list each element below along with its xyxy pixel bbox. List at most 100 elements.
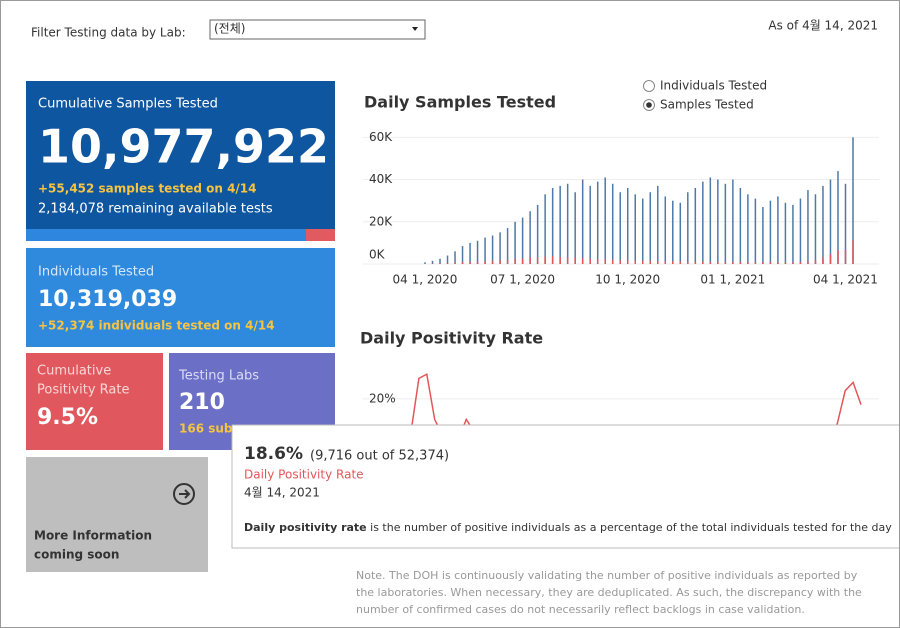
bar [424, 262, 426, 264]
bar [559, 256, 561, 264]
tooltip-detail: (9,716 out of 52,374) [310, 449, 449, 464]
bar [484, 261, 486, 264]
filter-dropdown[interactable] [209, 19, 426, 40]
y-tick-label: 40K [369, 172, 393, 186]
bar [536, 204, 539, 264]
card-value: 210 [179, 390, 225, 415]
bar [476, 261, 479, 264]
bar [566, 183, 569, 264]
bar [469, 242, 471, 264]
bar [529, 257, 531, 264]
card-title: Cumulative Samples Tested [38, 97, 218, 112]
bar [506, 228, 509, 264]
bar [589, 258, 591, 264]
x-tick-label: 04 1, 2020 [393, 273, 458, 287]
bar [844, 183, 847, 264]
bar [649, 260, 652, 264]
bar [799, 198, 802, 264]
bar [739, 188, 742, 264]
more-card[interactable] [26, 457, 208, 572]
bar [747, 194, 749, 264]
desc: is the number of positive individuals as… [367, 521, 893, 534]
bar [754, 198, 757, 264]
positivity-card [26, 353, 163, 450]
bar [709, 177, 712, 264]
tooltip [231, 424, 899, 549]
bar [792, 204, 794, 264]
bar [454, 251, 456, 264]
x-tick-label: 04 1, 2021 [813, 273, 878, 287]
bar [799, 262, 802, 264]
bar [702, 181, 704, 264]
bar [664, 261, 667, 264]
bar [784, 202, 787, 264]
radio-button[interactable] [643, 80, 655, 92]
as-of: As of 4월 14, 2021 [768, 19, 878, 33]
bar [491, 260, 494, 264]
bar [732, 262, 734, 264]
bar [679, 261, 682, 264]
bar [581, 258, 584, 264]
bar [619, 192, 621, 264]
bar [687, 192, 689, 264]
bar [544, 256, 546, 264]
bar [672, 200, 674, 264]
bar [777, 262, 779, 264]
bar [739, 262, 742, 264]
chart-title: Daily Positivity Rate [360, 329, 543, 348]
bar [754, 262, 757, 264]
arrow-icon [179, 489, 191, 499]
bar [634, 260, 636, 264]
bar [559, 185, 561, 264]
more-title: More Information [34, 529, 152, 543]
card-title: Individuals Tested [38, 265, 154, 280]
filter-value[interactable]: (전체) [214, 22, 245, 36]
bar [664, 196, 667, 264]
bar [596, 181, 599, 264]
bar [642, 260, 644, 264]
bar [724, 261, 727, 264]
card-value: 10,977,922 [38, 120, 329, 174]
card-remaining: 2,184,078 remaining available tests [38, 202, 273, 217]
bar [506, 259, 509, 264]
bar [544, 194, 546, 264]
x-tick-label: 10 1, 2020 [595, 273, 660, 287]
bar [829, 179, 832, 264]
y-tick-label: 0K [369, 248, 386, 262]
bar [589, 185, 591, 264]
bar [649, 192, 652, 264]
bar [469, 261, 471, 264]
bar [514, 221, 516, 264]
bar [657, 261, 659, 264]
bar [484, 237, 486, 264]
card-bar [26, 229, 306, 241]
bar [439, 258, 441, 264]
x-tick-label: 01 1, 2021 [700, 273, 765, 287]
card-sub: 166 subm [179, 422, 245, 436]
radio-dot [646, 102, 652, 108]
card-title: Positivity Rate [37, 383, 129, 398]
bar [574, 257, 576, 264]
bar [822, 257, 824, 264]
bar [461, 246, 464, 264]
bar [717, 179, 719, 264]
bar [679, 202, 682, 264]
arrow-icon[interactable] [173, 483, 195, 505]
card-bar [306, 229, 335, 241]
bar [769, 262, 772, 264]
note: the laboratories. When necessary, they a… [356, 586, 862, 599]
bar [574, 192, 576, 264]
individuals-card [26, 248, 335, 347]
bar [837, 171, 839, 264]
bar [777, 196, 779, 264]
bar [611, 259, 614, 264]
card-title: Testing Labs [178, 369, 259, 384]
bar [626, 188, 629, 264]
bar [642, 198, 644, 264]
tooltip-measure: Daily Positivity Rate [244, 468, 364, 482]
bar [814, 260, 817, 264]
note: Note. The DOH is continuously validating… [356, 569, 858, 582]
bar [439, 263, 441, 264]
tooltip-date: 4월 14, 2021 [244, 486, 320, 500]
y-tick-label: 60K [369, 130, 393, 144]
